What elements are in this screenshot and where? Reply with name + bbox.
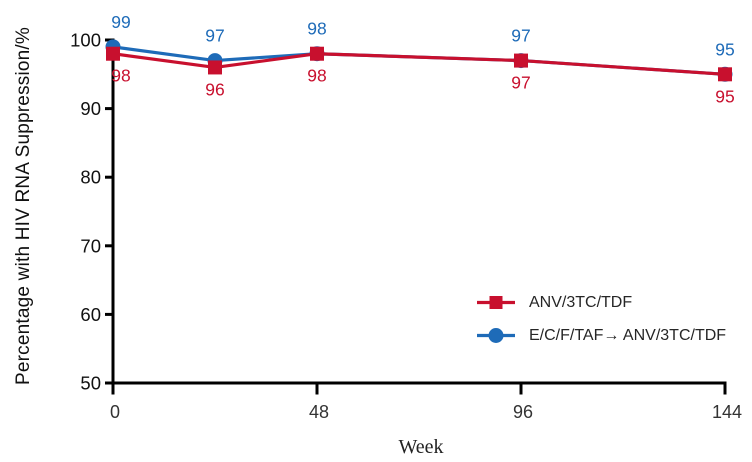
y-axis-title: Percentage with HIV RNA Suppression/% xyxy=(13,26,34,386)
x-tick-label: 144 xyxy=(712,402,742,422)
data-point-label: 98 xyxy=(307,66,326,86)
legend-item-anv-3tc-tdf: ANV/3TC/TDF xyxy=(476,292,726,313)
data-point-label: 95 xyxy=(715,86,734,106)
data-point-square xyxy=(208,60,222,75)
series-line xyxy=(112,45,726,76)
legend: ANV/3TC/TDF E/C/F/TAF→ ANV/3TC/TDF xyxy=(476,292,726,358)
legend-square-icon xyxy=(477,296,515,309)
y-tick-label: 70 xyxy=(80,235,101,256)
data-point-square xyxy=(718,67,732,82)
series-line xyxy=(112,52,726,76)
y-tick-label: 60 xyxy=(80,304,101,325)
data-point-label: 98 xyxy=(111,66,130,86)
x-tick-label: 96 xyxy=(513,402,533,422)
legend-label: ANV/3TC/TDF xyxy=(529,293,633,311)
y-tick-label: 50 xyxy=(80,373,101,394)
data-point-square xyxy=(310,46,324,61)
data-point-square xyxy=(514,53,528,68)
y-tick-label: 90 xyxy=(80,98,101,119)
x-tick-label: 48 xyxy=(309,402,329,422)
data-point-label: 99 xyxy=(111,12,130,32)
data-point-label: 97 xyxy=(511,73,530,93)
data-point-label: 95 xyxy=(715,39,734,59)
legend-label: E/C/F/TAF→ ANV/3TC/TDF xyxy=(529,326,727,344)
data-point-square xyxy=(106,46,120,61)
x-tick-label: 0 xyxy=(110,402,120,422)
data-point-label: 98 xyxy=(307,19,326,39)
x-axis-title: Week xyxy=(398,436,444,458)
y-tick-label: 80 xyxy=(80,167,101,188)
legend-item-ecftaf-to-anv: E/C/F/TAF→ ANV/3TC/TDF xyxy=(476,325,726,346)
legend-circle-icon xyxy=(477,328,515,343)
data-point-label: 96 xyxy=(205,79,224,99)
y-tick-label: 100 xyxy=(70,30,101,51)
data-point-label: 97 xyxy=(205,26,224,46)
data-point-label: 97 xyxy=(511,26,530,46)
